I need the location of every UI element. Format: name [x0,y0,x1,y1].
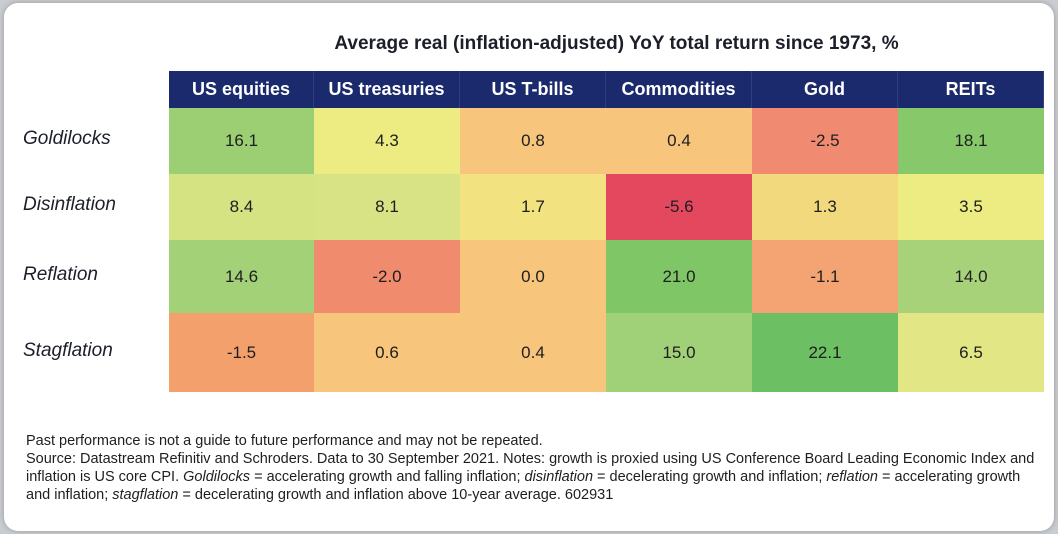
def-goldilocks: = accelerating growth and falling inflat… [250,469,525,485]
heatmap-cell: 8.1 [314,174,460,240]
heatmap-cell: 3.5 [898,174,1044,240]
heatmap-cell: 8.4 [169,174,314,240]
term-goldilocks: Goldilocks [183,469,251,485]
row-label: Goldilocks [23,128,111,149]
term-reflation: reflation [826,469,878,485]
row-label: Reflation [23,263,98,285]
heatmap-cell: -5.6 [606,174,752,240]
heatmap-cell: 6.5 [898,313,1044,392]
heatmap-cell: 0.8 [460,108,606,174]
column-header: Commodities [606,71,752,108]
heatmap-cell: 14.0 [898,240,1044,313]
heatmap-cell: -1.1 [752,240,898,313]
heatmap-cell: 1.7 [460,174,606,240]
def-stagflation: = decelerating growth and inflation abov… [178,487,614,503]
def-reflation: = accelerating growth and inflation; [26,469,1021,503]
heatmap-cell: 21.0 [606,240,752,313]
footnotes: Past performance is not a guide to futur… [26,432,1036,504]
heatmap-cell: 0.6 [314,313,460,392]
row-label: Stagflation [23,339,113,361]
heatmap-cell: 14.6 [169,240,314,313]
disclaimer-text: Past performance is not a guide to futur… [26,433,543,449]
heatmap-cell: 22.1 [752,313,898,392]
column-header: US treasuries [314,71,460,108]
heatmap-cell: 0.0 [460,240,606,313]
term-stagflation: stagflation [112,487,179,503]
chart-title: Average real (inflation-adjusted) YoY to… [334,33,899,54]
term-disinflation: disinflation [524,469,594,485]
heatmap-table: US equities US treasuries US T-bills Commod… [169,71,1044,392]
def-disinflation: = decelerating growth and inflation; [593,469,827,485]
heatmap-cell: 18.1 [898,108,1044,174]
heatmap-cell: -2.0 [314,240,460,313]
column-header: Gold [752,71,898,108]
column-header: US equities [169,71,314,108]
row-label: Disinflation [23,194,116,215]
heatmap-cell: 16.1 [169,108,314,174]
heatmap-cell: 1.3 [752,174,898,240]
slide-frame: Average real (inflation-adjusted) YoY to… [4,3,1054,531]
heatmap-cell: -2.5 [752,108,898,174]
source-notes: Source: Datastream Refinitiv and Schrode… [26,450,1036,504]
heatmap-cell: 0.4 [606,108,752,174]
column-header: US T-bills [460,71,606,108]
column-header: REITs [898,71,1044,108]
heatmap-cell: 0.4 [460,313,606,392]
source-text: Source: Datastream Refinitiv and Schrode… [26,451,1035,485]
heatmap-cell: 15.0 [606,313,752,392]
heatmap-cell: -1.5 [169,313,314,392]
heatmap-cell: 4.3 [314,108,460,174]
